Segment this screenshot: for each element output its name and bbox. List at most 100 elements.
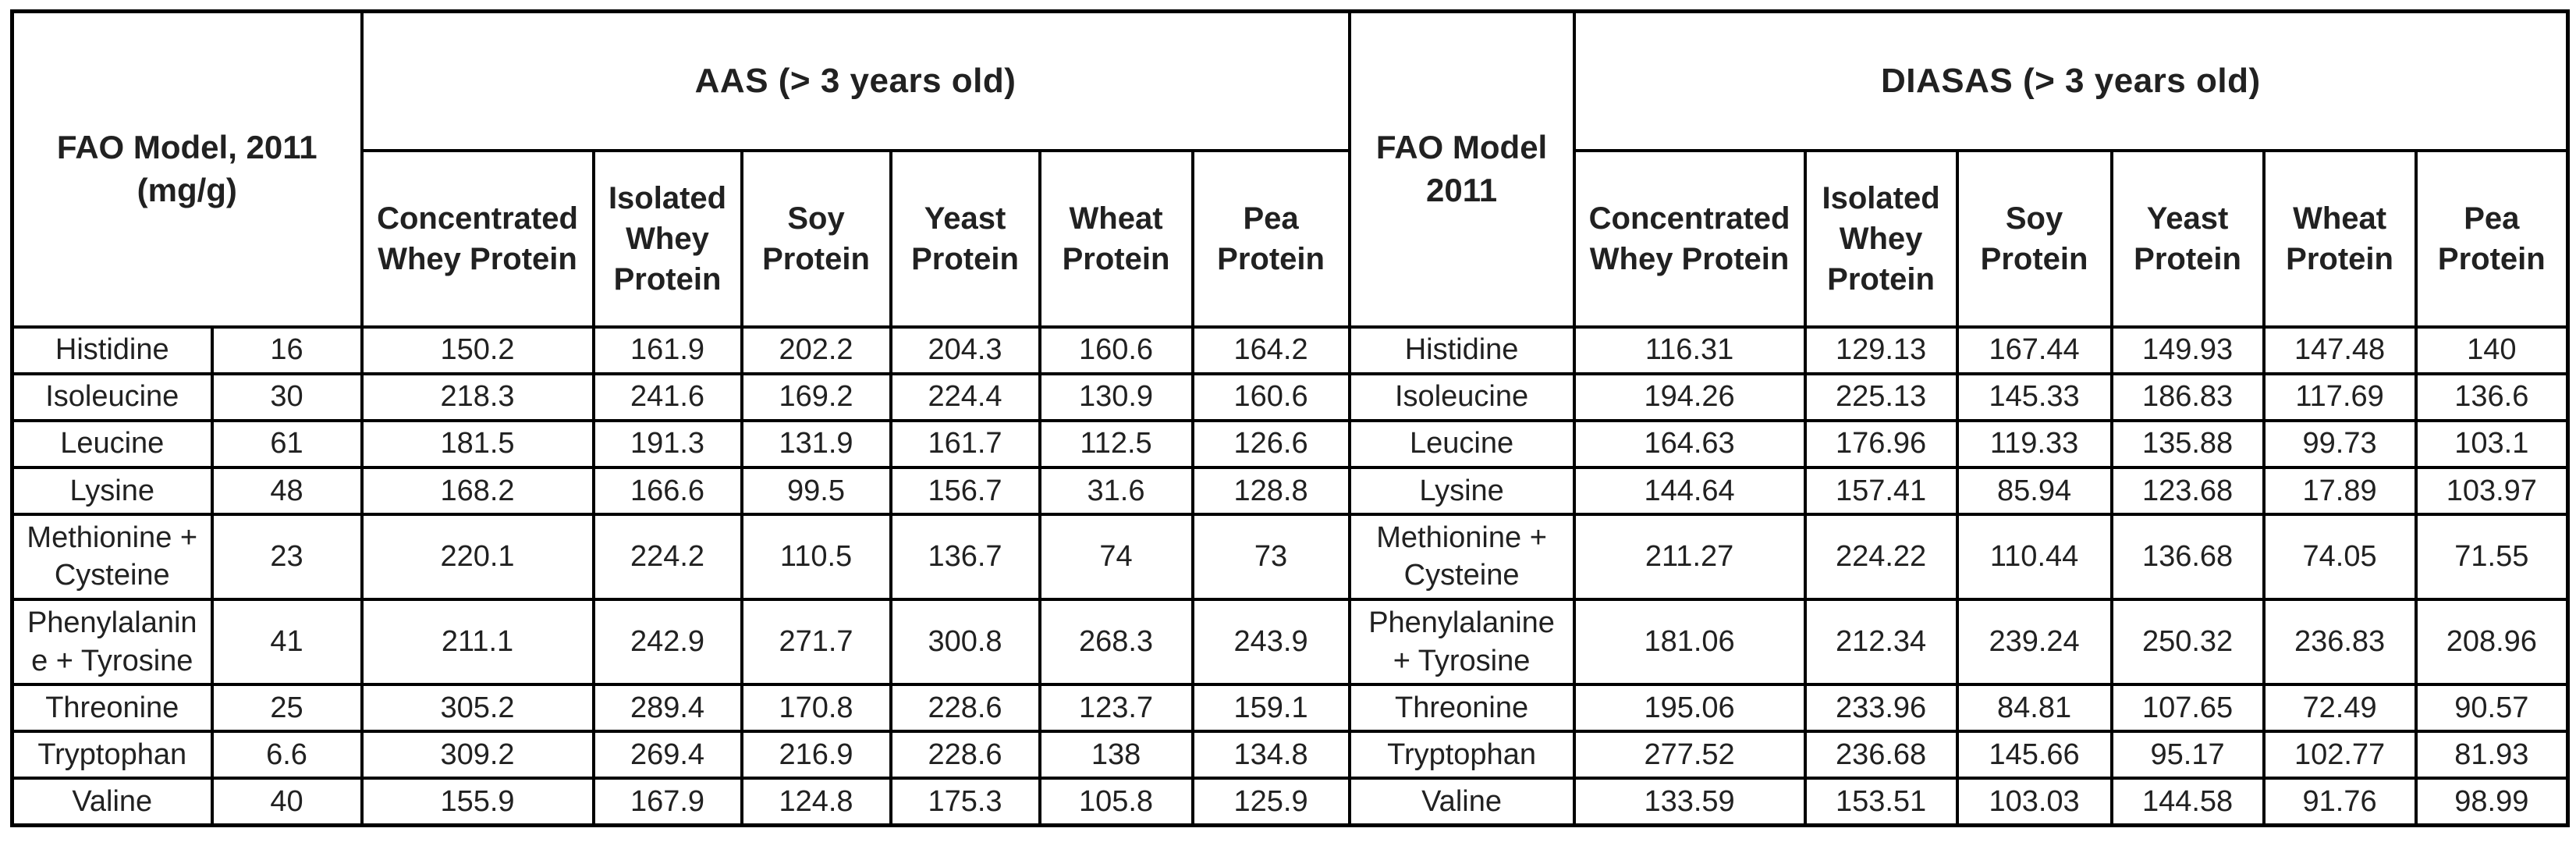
amino-acid-name-cell-mid: Histidine xyxy=(1347,325,1576,375)
fao-model-left-header: FAO Model, 2011 (mg/g) xyxy=(10,9,364,329)
fao-requirement-value-cell: 40 xyxy=(210,777,364,827)
aas-value-cell: 224.4 xyxy=(889,371,1041,422)
amino-acid-name-cell-mid: Lysine xyxy=(1347,465,1576,516)
table-row: Histidine 16 150.2 161.9 202.2 204.3 160.6 164.… xyxy=(10,325,2570,375)
diasas-col-header-isolated-whey-protein: Isolated Whey Protein xyxy=(1803,148,1959,329)
diasas-value-cell: 195.06 xyxy=(1572,683,1807,734)
diasas-value-cell: 107.65 xyxy=(2109,683,2266,734)
diasas-value-cell: 277.52 xyxy=(1572,730,1807,780)
aas-value-cell: 175.3 xyxy=(889,777,1041,827)
diasas-value-cell: 144.64 xyxy=(1572,465,1807,516)
aas-value-cell: 125.9 xyxy=(1190,777,1351,827)
aas-value-cell: 181.5 xyxy=(360,418,595,469)
aas-value-cell: 130.9 xyxy=(1038,371,1194,422)
diasas-value-cell: 95.17 xyxy=(2109,730,2266,780)
amino-acid-name-cell-mid: Tryptophan xyxy=(1347,730,1576,780)
aas-value-cell: 159.1 xyxy=(1190,683,1351,734)
aas-value-cell: 160.6 xyxy=(1038,325,1194,375)
diasas-value-cell: 133.59 xyxy=(1572,777,1807,827)
amino-acid-name-cell: Leucine xyxy=(10,418,214,469)
fao-model-left-header-line1: FAO Model, 2011 xyxy=(56,129,318,166)
aas-value-cell: 224.2 xyxy=(591,512,743,602)
aas-value-cell: 169.2 xyxy=(740,371,892,422)
aas-value-cell: 300.8 xyxy=(889,598,1041,687)
table-body: Histidine 16 150.2 161.9 202.2 204.3 160.6 164.… xyxy=(10,325,2570,827)
diasas-value-cell: 167.44 xyxy=(1955,325,2113,375)
aas-value-cell: 112.5 xyxy=(1038,418,1194,469)
diasas-col-header-wheat-protein: Wheat Protein xyxy=(2262,148,2418,329)
amino-acid-name-cell: Tryptophan xyxy=(10,730,214,780)
aas-col-header-isolated-whey-protein: Isolated Whey Protein xyxy=(591,148,743,329)
fao-model-mid-header-line1: FAO Model xyxy=(1375,129,1548,166)
diasas-value-cell: 140 xyxy=(2414,325,2570,375)
diasas-value-cell: 119.33 xyxy=(1955,418,2113,469)
aas-value-cell: 202.2 xyxy=(740,325,892,375)
fao-requirement-value-cell: 30 xyxy=(210,371,364,422)
diasas-value-cell: 91.76 xyxy=(2262,777,2418,827)
diasas-value-cell: 149.93 xyxy=(2109,325,2266,375)
aas-value-cell: 170.8 xyxy=(740,683,892,734)
aas-value-cell: 305.2 xyxy=(360,683,595,734)
aas-value-cell: 150.2 xyxy=(360,325,595,375)
diasas-value-cell: 71.55 xyxy=(2414,512,2570,602)
aas-value-cell: 220.1 xyxy=(360,512,595,602)
diasas-value-cell: 17.89 xyxy=(2262,465,2418,516)
diasas-group-header: DIASAS (> 3 years old) xyxy=(1572,9,2570,152)
diasas-value-cell: 90.57 xyxy=(2414,683,2570,734)
table-row: Tryptophan 6.6 309.2 269.4 216.9 228.6 138 134.… xyxy=(10,730,2570,780)
aas-value-cell: 166.6 xyxy=(591,465,743,516)
table-row: Phenylalanine + Tyrosine 41 211.1 242.9 271.… xyxy=(10,598,2570,687)
fao-requirement-value-cell: 16 xyxy=(210,325,364,375)
aas-value-cell: 134.8 xyxy=(1190,730,1351,780)
aas-col-header-yeast-protein: Yeast Protein xyxy=(889,148,1041,329)
aas-value-cell: 216.9 xyxy=(740,730,892,780)
fao-requirement-value-cell: 25 xyxy=(210,683,364,734)
amino-acid-name-cell: Histidine xyxy=(10,325,214,375)
diasas-value-cell: 236.68 xyxy=(1803,730,1959,780)
table-row: Lysine 48 168.2 166.6 99.5 156.7 31.6 128.8 Lysi… xyxy=(10,465,2570,516)
aas-col-header-concentrated-whey-protein: Concentrated Whey Protein xyxy=(360,148,595,329)
diasas-value-cell: 208.96 xyxy=(2414,598,2570,687)
diasas-value-cell: 85.94 xyxy=(1955,465,2113,516)
aas-value-cell: 74 xyxy=(1038,512,1194,602)
fao-requirement-value-cell: 6.6 xyxy=(210,730,364,780)
amino-acid-name-cell: Valine xyxy=(10,777,214,827)
diasas-value-cell: 186.83 xyxy=(2109,371,2266,422)
diasas-value-cell: 153.51 xyxy=(1803,777,1959,827)
diasas-value-cell: 194.26 xyxy=(1572,371,1807,422)
fao-requirement-value-cell: 41 xyxy=(210,598,364,687)
amino-acid-name-cell-mid: Methionine + Cysteine xyxy=(1347,512,1576,602)
amino-acid-name-cell-mid: Isoleucine xyxy=(1347,371,1576,422)
aas-value-cell: 269.4 xyxy=(591,730,743,780)
aas-value-cell: 289.4 xyxy=(591,683,743,734)
aas-value-cell: 228.6 xyxy=(889,683,1041,734)
diasas-value-cell: 145.66 xyxy=(1955,730,2113,780)
diasas-value-cell: 84.81 xyxy=(1955,683,2113,734)
amino-acid-name-cell: Lysine xyxy=(10,465,214,516)
amino-acid-name-cell: Isoleucine xyxy=(10,371,214,422)
fao-requirement-value-cell: 48 xyxy=(210,465,364,516)
aas-value-cell: 164.2 xyxy=(1190,325,1351,375)
aas-value-cell: 243.9 xyxy=(1190,598,1351,687)
fao-model-mid-header-line2: 2011 xyxy=(1426,171,1498,208)
diasas-col-header-pea-protein: Pea Protein xyxy=(2414,148,2570,329)
fao-model-left-header-line2: (mg/g) xyxy=(137,171,237,208)
diasas-value-cell: 110.44 xyxy=(1955,512,2113,602)
aas-value-cell: 218.3 xyxy=(360,371,595,422)
aas-value-cell: 309.2 xyxy=(360,730,595,780)
diasas-value-cell: 236.83 xyxy=(2262,598,2418,687)
diasas-value-cell: 103.97 xyxy=(2414,465,2570,516)
diasas-value-cell: 176.96 xyxy=(1803,418,1959,469)
diasas-value-cell: 136.68 xyxy=(2109,512,2266,602)
diasas-value-cell: 233.96 xyxy=(1803,683,1959,734)
aas-value-cell: 105.8 xyxy=(1038,777,1194,827)
diasas-value-cell: 117.69 xyxy=(2262,371,2418,422)
fao-requirement-value-cell: 61 xyxy=(210,418,364,469)
amino-acid-name-cell-mid: Valine xyxy=(1347,777,1576,827)
fao-model-mid-header: FAO Model 2011 xyxy=(1347,9,1576,329)
aas-value-cell: 161.7 xyxy=(889,418,1041,469)
diasas-value-cell: 98.99 xyxy=(2414,777,2570,827)
aas-value-cell: 168.2 xyxy=(360,465,595,516)
diasas-col-header-yeast-protein: Yeast Protein xyxy=(2109,148,2266,329)
aas-value-cell: 271.7 xyxy=(740,598,892,687)
